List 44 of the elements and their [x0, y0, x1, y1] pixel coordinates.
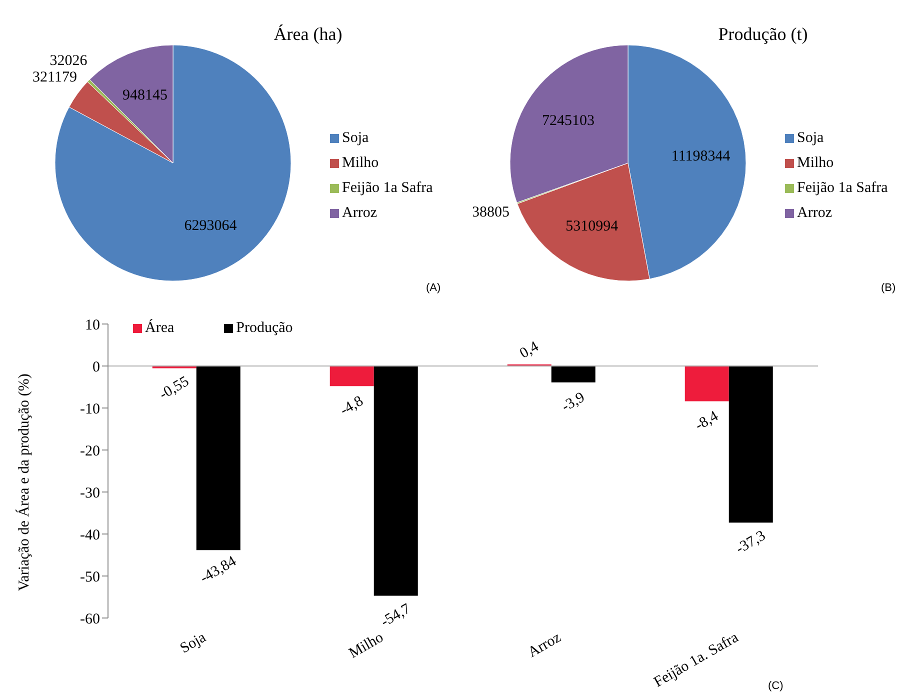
- data-label: 7245103: [542, 112, 594, 129]
- legend-label: Arroz: [797, 205, 832, 222]
- y-tick-label: -10: [80, 401, 100, 418]
- legend-label: Milho: [342, 155, 379, 172]
- x-tick-label: Soja: [178, 629, 210, 657]
- y-tick-label: -60: [80, 611, 100, 628]
- chart-title: Produção (t): [717, 24, 809, 45]
- y-tick-label: 10: [85, 317, 100, 334]
- legend-label: Soja: [797, 130, 824, 147]
- data-label: -4,8: [338, 393, 366, 420]
- text: (B): [881, 282, 896, 294]
- data-label: 6293064: [184, 218, 238, 234]
- x-tick-label: Arroz: [525, 629, 564, 661]
- y-tick-label: -30: [80, 485, 100, 502]
- legend-label: Área: [145, 320, 174, 337]
- data-label: 948145: [122, 87, 168, 104]
- data-label: 321179: [32, 69, 77, 86]
- data-label: -43,84: [198, 553, 240, 587]
- legend-label: Produção: [236, 320, 293, 337]
- y-axis-title: Variação de Área e da produção (%): [15, 374, 32, 591]
- data-label: -3,9: [559, 390, 588, 416]
- data-label: 38805: [472, 204, 510, 221]
- chart-title: Área (ha): [272, 24, 344, 45]
- x-tick-label: Feijão 1a. Safra: [651, 629, 742, 691]
- y-tick-label: -20: [80, 443, 100, 460]
- y-tick-label: -40: [80, 527, 100, 544]
- data-label: 32026: [50, 53, 88, 70]
- y-tick-label: 0: [92, 359, 100, 376]
- legend-label: Feijão 1a Safra: [797, 180, 888, 197]
- legend-label: Milho: [797, 155, 834, 172]
- data-label: -0,55: [156, 374, 192, 404]
- y-tick-label: -50: [80, 569, 100, 586]
- text: (A): [426, 282, 441, 294]
- legend-label: Arroz: [342, 205, 377, 222]
- data-label: 0,4: [517, 338, 542, 362]
- legend-label: Feijão 1a Safra: [342, 180, 433, 197]
- legend-label: Soja: [342, 130, 369, 147]
- data-label: -54,7: [378, 600, 414, 630]
- data-label: -37,3: [733, 528, 768, 558]
- data-label: 5310994: [566, 218, 619, 235]
- x-tick-label: Milho: [346, 630, 386, 662]
- data-label: -8,4: [692, 408, 722, 434]
- data-label: 11198344: [671, 148, 731, 164]
- text: (C): [768, 680, 784, 692]
